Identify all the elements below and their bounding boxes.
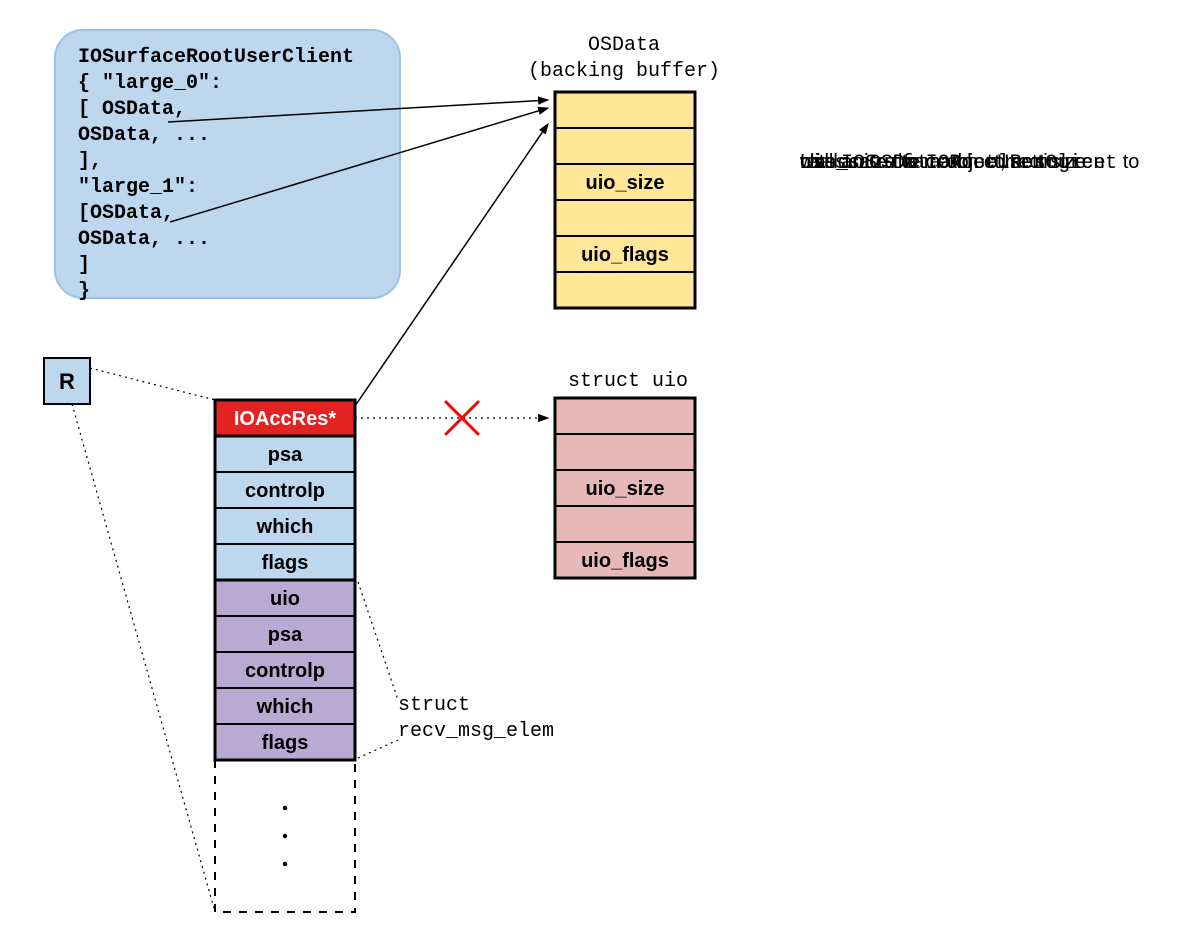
osdata-row-label: uio_size	[586, 172, 665, 194]
uio-row-label: uio_flags	[581, 550, 669, 572]
caption-text: Use IOSurfaceRootUserClient toreallocate…	[799, 151, 1139, 175]
codebox-line: ]	[78, 254, 90, 277]
uio-row-label: uio_size	[586, 478, 665, 500]
stack-row-label: which	[256, 696, 314, 718]
ellipsis-dot	[283, 862, 287, 866]
codebox-line: ],	[78, 150, 102, 173]
osdata-row	[555, 200, 695, 236]
ellipsis-dot	[283, 806, 287, 810]
uio-row	[555, 434, 695, 470]
codebox-line: IOSurfaceRootUserClient	[78, 46, 354, 69]
stack-row-label: IOAccRes*	[234, 408, 336, 430]
codebox-line: [ OSData,	[78, 98, 186, 121]
r-box-label: R	[59, 369, 75, 394]
stack-row-label: psa	[268, 624, 303, 646]
stack-row-label: psa	[268, 444, 303, 466]
codebox	[55, 30, 400, 298]
stack-row-label: controlp	[245, 480, 325, 502]
codebox-line: "large_1":	[78, 176, 198, 199]
stack-row-label: which	[256, 516, 314, 538]
brace-line	[358, 582, 398, 700]
r-expand-line	[72, 404, 215, 912]
stack-row-label: flags	[262, 552, 309, 574]
uio-row	[555, 506, 695, 542]
r-expand-line	[90, 368, 215, 400]
uio-row	[555, 398, 695, 434]
codebox-line: OSData, ...	[78, 228, 210, 251]
osdata-row	[555, 128, 695, 164]
codebox-line: { "large_0":	[78, 72, 222, 95]
osdata-row-label: uio_flags	[581, 244, 669, 266]
stack-row-label: controlp	[245, 660, 325, 682]
osdata-title: OSData	[588, 34, 660, 57]
codebox-line: OSData, ...	[78, 124, 210, 147]
uio-title: struct uio	[568, 370, 688, 393]
codebox-line: }	[78, 280, 90, 303]
brace-label: recv_msg_elem	[398, 720, 554, 743]
osdata-row	[555, 272, 695, 308]
stack-row-label: uio	[270, 588, 300, 610]
osdata-row	[555, 92, 695, 128]
codebox-line: [OSData,	[78, 202, 174, 225]
brace-label: struct	[398, 694, 470, 717]
osdata-subtitle: (backing buffer)	[528, 60, 720, 83]
stack-row-label: flags	[262, 732, 309, 754]
ellipsis-dot	[283, 834, 287, 838]
brace-line	[358, 740, 398, 758]
